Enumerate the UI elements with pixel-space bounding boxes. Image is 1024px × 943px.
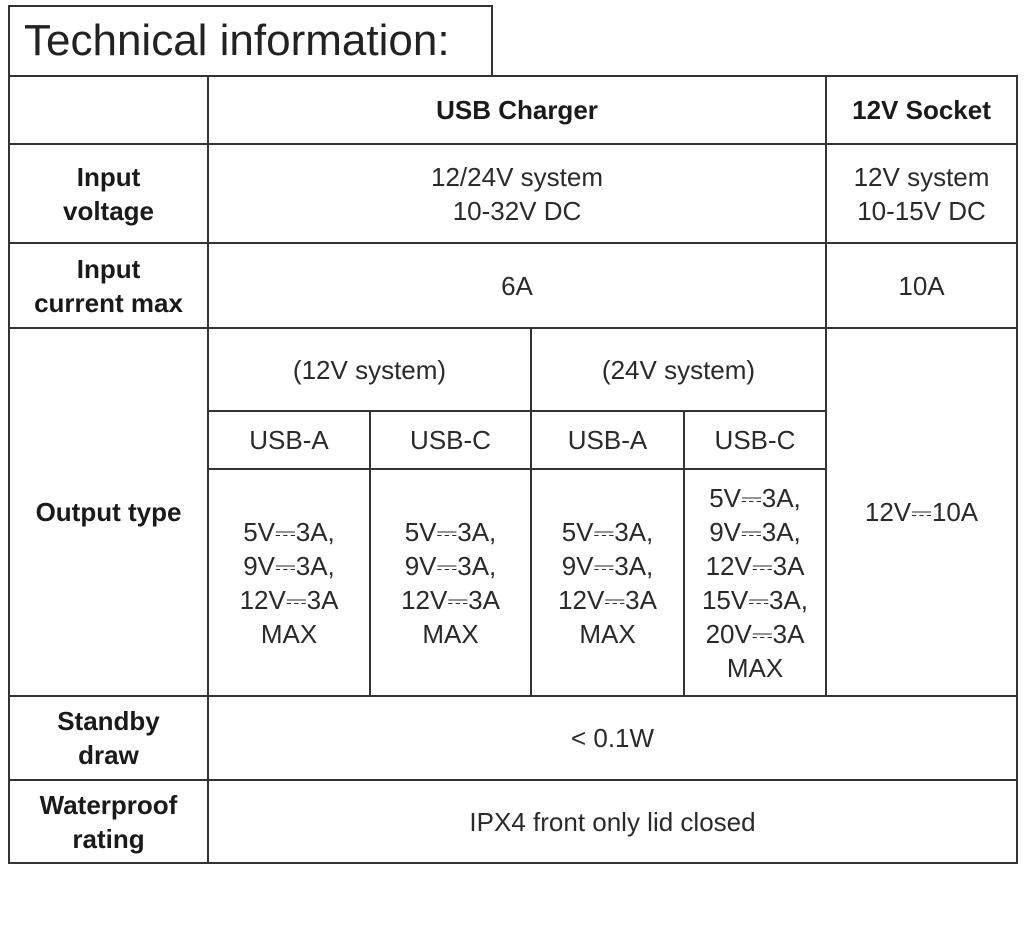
cell-text: USB-C <box>410 425 491 455</box>
cell-text: 9V⎓3A, <box>561 550 654 581</box>
port-header: USB-A <box>207 410 371 470</box>
cell-text: 9V⎓3A, <box>709 516 801 547</box>
cell-text: Waterproof <box>39 789 178 820</box>
cell-text: < 0.1W <box>570 723 655 753</box>
cell: < 0.1W <box>207 695 1018 781</box>
cell-text: (12V system) <box>292 354 447 385</box>
cell-text: USB-A <box>567 425 648 455</box>
cell-text: IPX4 front only lid closed <box>469 806 756 837</box>
row-label: Input voltage <box>8 143 209 244</box>
cell-text: 10A <box>898 270 945 301</box>
cell-text: 5V⎓3A, <box>404 516 497 547</box>
row-label: Input current max <box>8 242 209 329</box>
cell-text: 20V⎓3A <box>705 618 805 649</box>
cell-text: Input <box>76 253 141 284</box>
cell-text: Standby <box>57 706 160 736</box>
cell-text: 5V⎓3A, <box>243 516 335 547</box>
cell-text: 12V system <box>853 161 990 192</box>
cell-text: MAX <box>579 618 636 649</box>
cell-text: USB Charger <box>436 95 598 125</box>
cell-text: Output type <box>35 497 182 527</box>
cell: 5V⎓3A, 9V⎓3A, 12V⎓3A MAX <box>530 468 685 697</box>
cell-text: 5V⎓3A, <box>709 482 801 513</box>
port-header: USB-C <box>369 410 532 470</box>
system-header: (12V system) <box>207 327 532 412</box>
cell-text: Input <box>76 161 141 192</box>
cell-text: 12V⎓3A <box>705 550 805 581</box>
cell: 5V⎓3A, 9V⎓3A, 12V⎓3A MAX <box>369 468 532 697</box>
cell-text: 10-15V DC <box>857 195 986 226</box>
cell-text: current max <box>34 287 183 318</box>
cell-text: 12V Socket <box>852 95 991 125</box>
port-header: USB-C <box>683 410 827 470</box>
cell-text: MAX <box>260 618 318 649</box>
system-header: (24V system) <box>530 327 827 412</box>
corner-cell <box>8 75 209 145</box>
cell-text: MAX <box>726 652 784 683</box>
cell-text: (24V system) <box>601 354 756 385</box>
cell-text: 9V⎓3A, <box>243 550 335 581</box>
cell-text: USB-A <box>249 425 329 455</box>
port-header: USB-A <box>530 410 685 470</box>
cell-text: USB-C <box>714 425 796 455</box>
cell: IPX4 front only lid closed <box>207 779 1018 864</box>
cell: 12V system 10-15V DC <box>825 143 1018 244</box>
page-title: Technical information: <box>8 5 493 77</box>
cell-text: 12V⎓3A <box>239 584 339 615</box>
cell-text: 12/24V system <box>431 161 603 192</box>
cell-text: 9V⎓3A, <box>404 550 497 581</box>
cell: 12V⎓10A <box>825 327 1018 697</box>
column-header: 12V Socket <box>825 75 1018 145</box>
cell-text: 15V⎓3A, <box>701 584 809 615</box>
row-label: Standby draw <box>8 695 209 781</box>
cell-text: 12V⎓3A <box>401 584 500 615</box>
cell-text: 6A <box>501 270 533 301</box>
cell: 10A <box>825 242 1018 329</box>
cell: 5V⎓3A, 9V⎓3A, 12V⎓3A 15V⎓3A, 20V⎓3A MAX <box>683 468 827 697</box>
row-label: Waterproof rating <box>8 779 209 864</box>
column-header: USB Charger <box>207 75 827 145</box>
cell-text: 12V⎓10A <box>864 497 979 527</box>
cell-text: MAX <box>422 618 479 649</box>
cell-text: 12V⎓3A <box>558 584 657 615</box>
cell: 5V⎓3A, 9V⎓3A, 12V⎓3A MAX <box>207 468 371 697</box>
cell-text: 10-32V DC <box>452 195 582 226</box>
cell-text: rating <box>72 823 145 854</box>
cell-text: voltage <box>62 195 155 226</box>
cell-text: draw <box>78 740 139 770</box>
cell: 12/24V system 10-32V DC <box>207 143 827 244</box>
cell-text: 5V⎓3A, <box>561 516 654 547</box>
row-label: Output type <box>8 327 209 697</box>
cell: 6A <box>207 242 827 329</box>
